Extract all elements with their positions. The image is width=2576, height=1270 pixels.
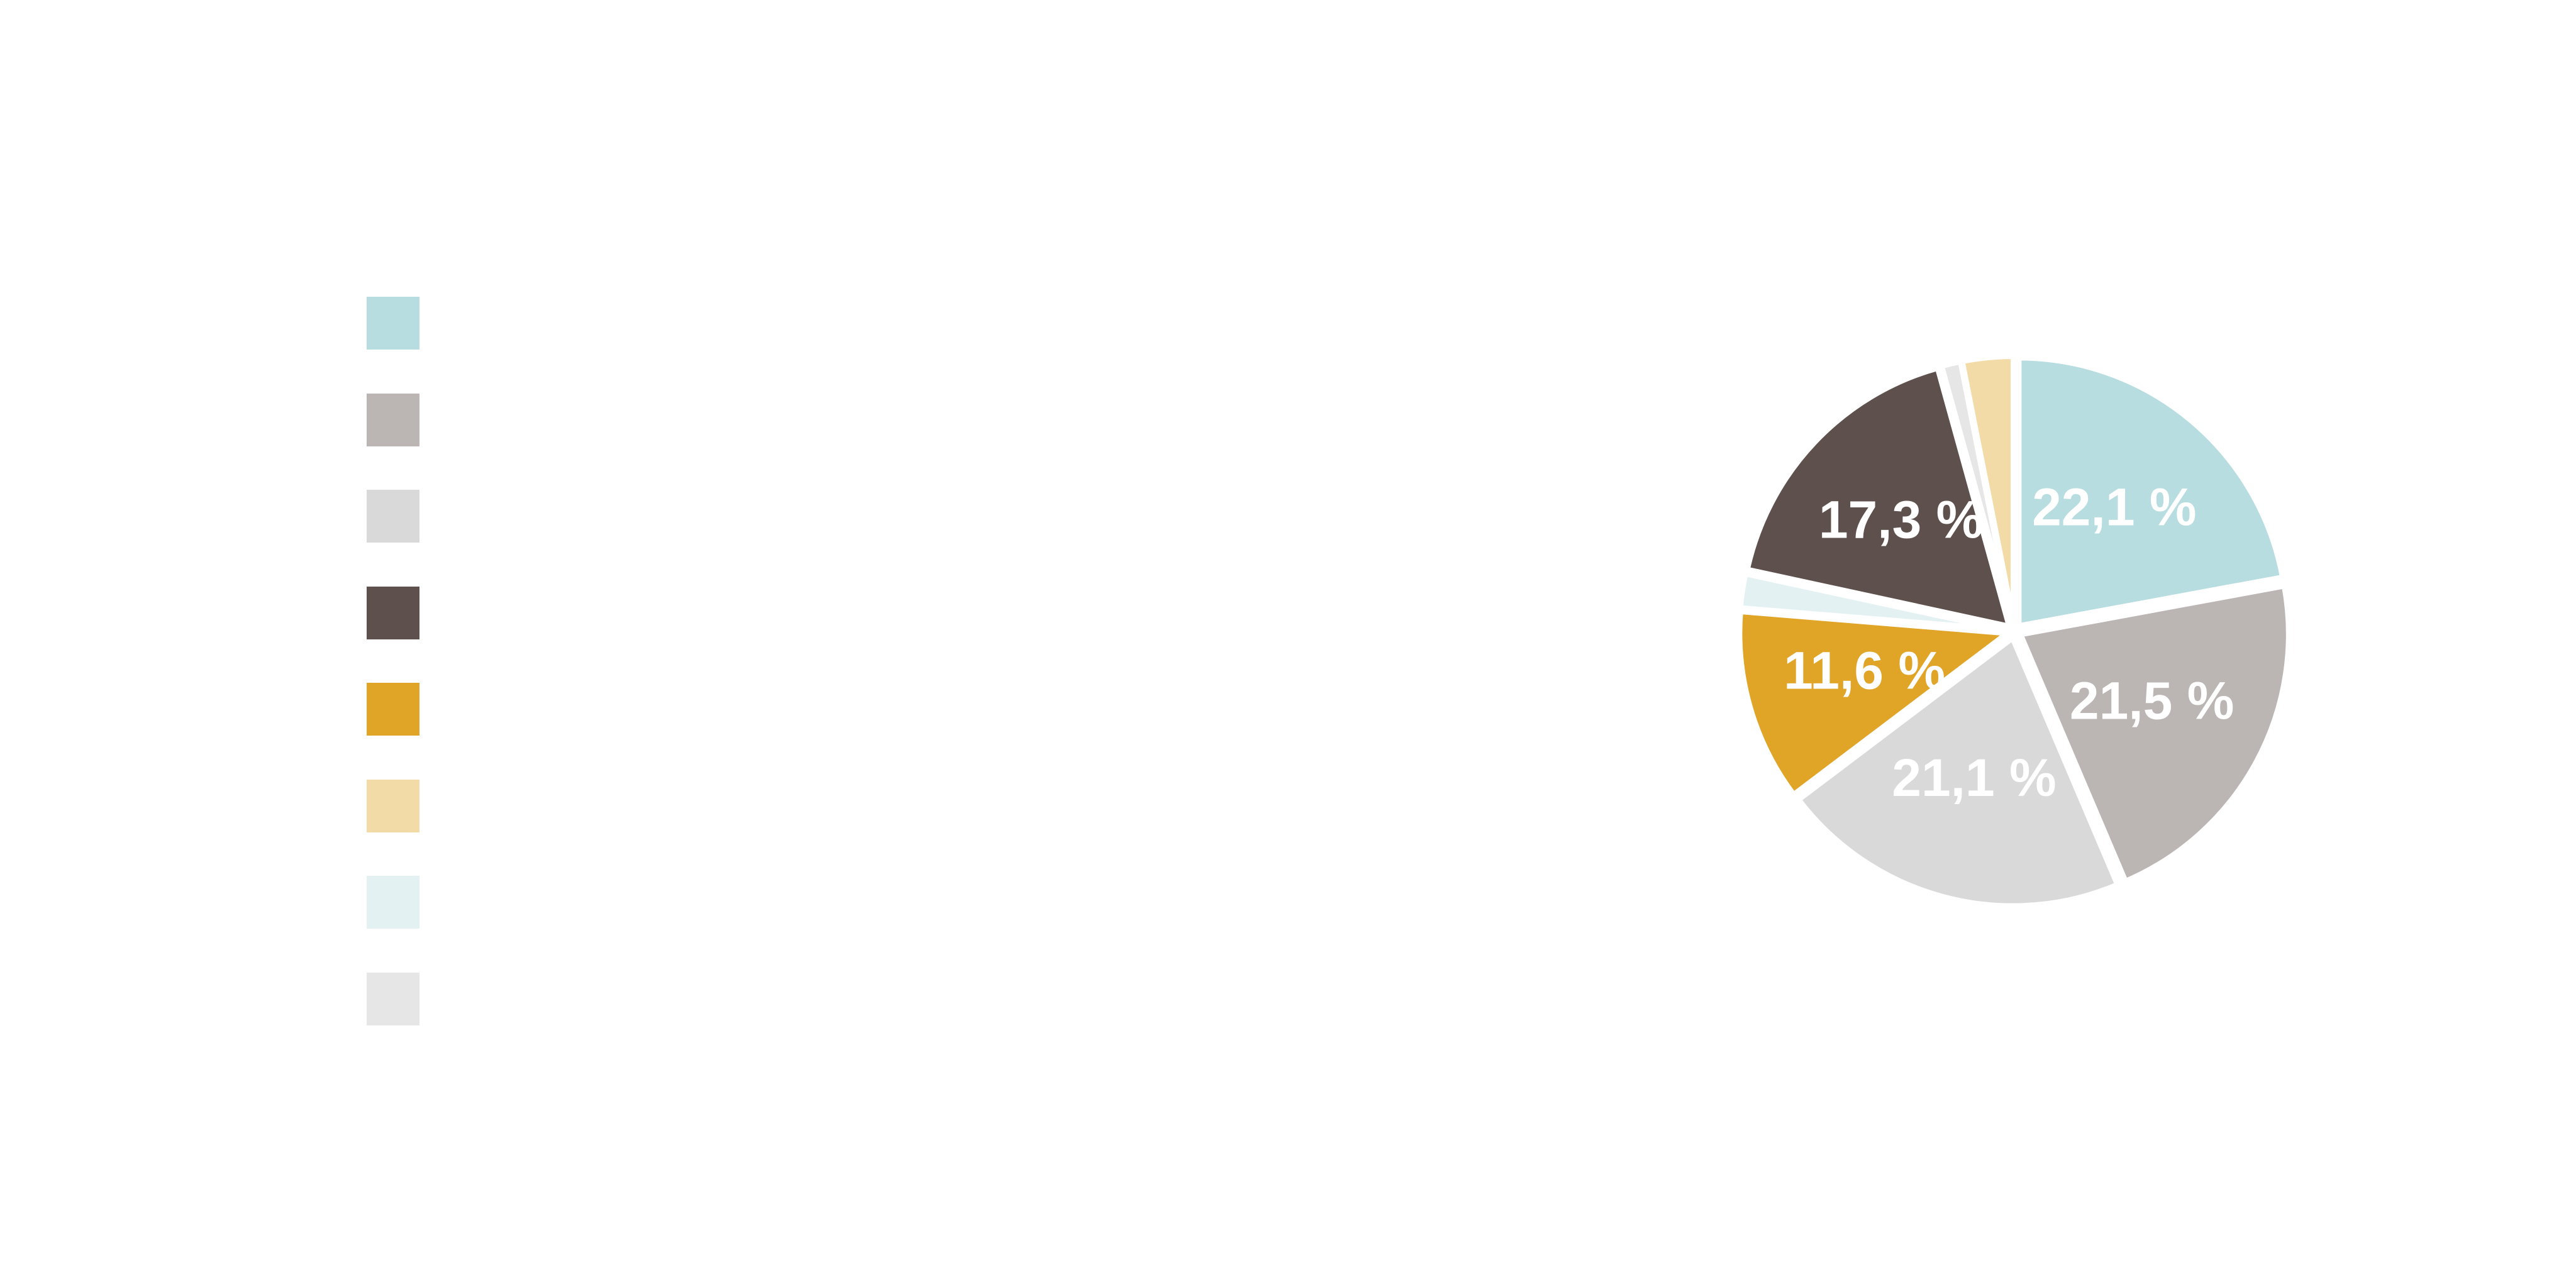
pie-data-label-6: 17,3 % <box>1819 490 1984 549</box>
pie-data-label-2: 21,5 % <box>2070 671 2235 731</box>
legend-swatch-3 <box>367 490 419 543</box>
pie-data-label-4: 11,6 % <box>1784 641 1945 700</box>
legend-swatch-6 <box>367 779 419 832</box>
pie-slice-3 <box>1794 634 2121 910</box>
legend-swatch-4 <box>367 586 419 639</box>
pie-slice-6 <box>1743 364 2013 631</box>
pie-slice-8 <box>1958 353 2018 629</box>
pie-data-label-3: 21,1 % <box>1892 748 2057 807</box>
pie-slice-5 <box>1736 570 2012 634</box>
legend-swatch-2 <box>367 393 419 446</box>
pie-data-label-1: 22,1 % <box>2032 477 2197 536</box>
pie-slice-4 <box>1736 607 2012 798</box>
pie-slice-1 <box>2015 354 2287 630</box>
legend-swatch-8 <box>367 972 419 1025</box>
legend-swatch-1 <box>367 297 419 350</box>
legend-swatch-7 <box>367 876 419 929</box>
pie-slice-2 <box>2016 582 2292 885</box>
legend <box>367 297 423 1026</box>
legend-swatch-5 <box>367 683 419 736</box>
